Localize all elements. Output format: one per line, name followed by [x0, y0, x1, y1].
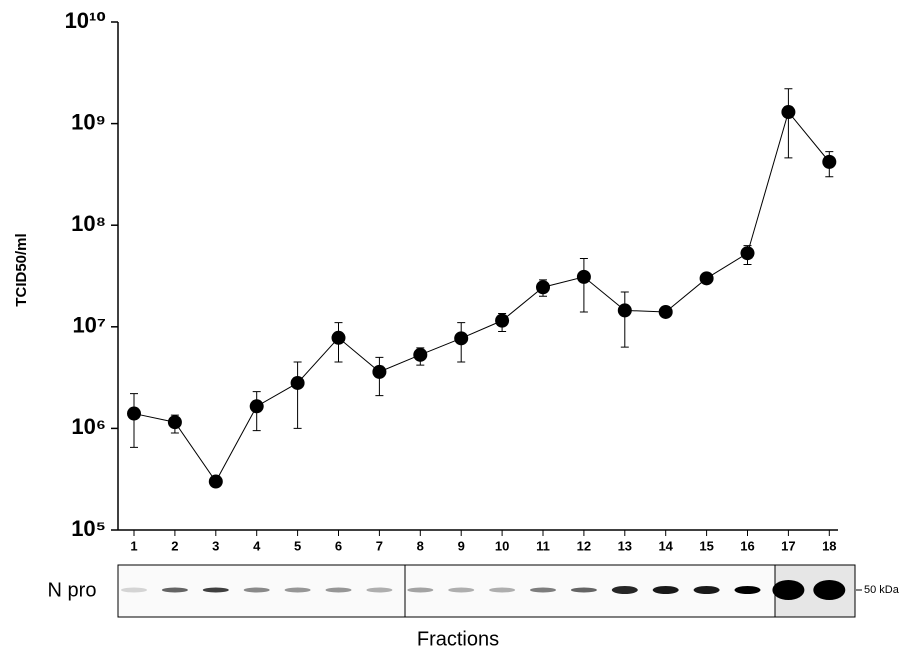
data-point: [209, 475, 223, 489]
band: [612, 586, 638, 594]
x-tick-label: 9: [458, 538, 465, 553]
x-tick-label: 18: [822, 538, 836, 553]
y-tick-label: 10⁷: [72, 313, 106, 338]
y-tick-label: 10⁵: [71, 516, 106, 541]
band: [813, 580, 845, 600]
data-point: [741, 246, 755, 260]
band: [366, 588, 392, 593]
error-bar: [580, 259, 588, 312]
error-bar: [294, 362, 302, 428]
data-point: [781, 105, 795, 119]
x-tick-label: 8: [417, 538, 424, 553]
band: [571, 588, 597, 593]
chart: TCID50/ml Fractions N pro 50 kDa 10⁵ 10⁶ 1…: [0, 0, 912, 656]
band: [285, 588, 311, 593]
x-tick-label: 16: [740, 538, 754, 553]
x-tick-label: 4: [253, 538, 261, 553]
marker-label: 50 kDa: [864, 584, 900, 596]
x-tick-label: 15: [699, 538, 713, 553]
band: [326, 588, 352, 593]
band: [121, 588, 147, 593]
data-point: [413, 348, 427, 362]
x-axis-label: Fractions: [417, 628, 499, 650]
data-point: [822, 155, 836, 169]
error-bar: [621, 292, 629, 347]
x-tick-label: 2: [171, 538, 178, 553]
band: [530, 588, 556, 593]
data-line: [134, 112, 829, 482]
x-tick-label: 1: [130, 538, 137, 553]
band: [489, 588, 515, 593]
blot-label: N pro: [48, 579, 97, 601]
band: [735, 586, 761, 594]
band: [694, 586, 720, 594]
data-point: [536, 280, 550, 294]
y-axis-label: TCID50/ml: [13, 233, 30, 306]
band: [772, 580, 804, 600]
data-point: [618, 303, 632, 317]
x-tick-label: 14: [658, 538, 673, 553]
data-point: [372, 365, 386, 379]
band: [203, 588, 229, 593]
y-tick-label: 10¹⁰: [65, 8, 106, 33]
data-point: [332, 331, 346, 345]
x-tick-label: 6: [335, 538, 342, 553]
x-tick-label: 7: [376, 538, 383, 553]
x-tick-label: 10: [495, 538, 509, 553]
data-point: [291, 376, 305, 390]
x-tick-label: 5: [294, 538, 301, 553]
x-tick-label: 11: [536, 538, 550, 553]
y-tick-label: 10⁸: [71, 211, 106, 236]
data-point: [127, 407, 141, 421]
band: [448, 588, 474, 593]
band: [407, 588, 433, 593]
data-point: [659, 305, 673, 319]
data-point: [700, 271, 714, 285]
data-point: [495, 314, 509, 328]
band: [162, 588, 188, 593]
band: [653, 586, 679, 594]
x-tick-label: 17: [781, 538, 795, 553]
x-tick-label: 13: [618, 538, 632, 553]
y-tick-label: 10⁹: [71, 109, 106, 134]
x-tick-label: 3: [212, 538, 219, 553]
data-point: [454, 331, 468, 345]
data-point: [250, 399, 264, 413]
x-tick-label: 12: [577, 538, 591, 553]
data-point: [577, 270, 591, 284]
band: [244, 588, 270, 593]
y-tick-label: 10⁶: [71, 414, 106, 439]
data-point: [168, 415, 182, 429]
